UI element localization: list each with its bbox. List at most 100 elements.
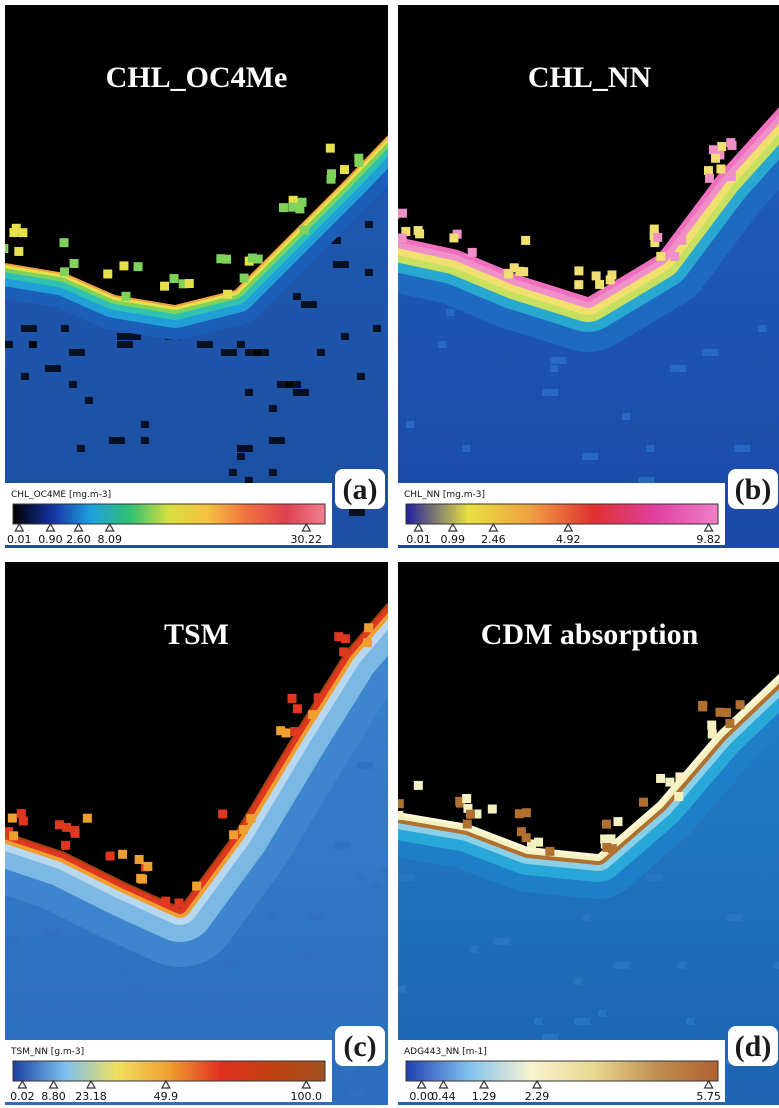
pixel [646, 445, 654, 452]
pixel [221, 349, 237, 356]
pixel [550, 365, 558, 372]
pixel [185, 279, 194, 288]
pixel [698, 701, 707, 710]
pixel [71, 829, 80, 838]
pixel [308, 710, 317, 719]
pixel [592, 271, 601, 280]
pixel [9, 228, 18, 237]
panel-letter: (a) [343, 473, 378, 506]
pixel [161, 897, 170, 906]
pixel [656, 774, 665, 783]
pixel [398, 811, 403, 820]
pixel [301, 954, 317, 961]
pixel [341, 333, 349, 340]
pixel [725, 719, 734, 728]
tick-label: 100.0 [291, 1090, 323, 1103]
pixel [716, 708, 725, 717]
pixel [726, 138, 735, 147]
pixel [170, 274, 179, 283]
pixel [293, 293, 301, 300]
pixel [414, 226, 423, 235]
pixel [341, 634, 350, 643]
pixel [357, 373, 365, 380]
tick-label: 0.00 [409, 1090, 434, 1103]
pixel [702, 349, 718, 356]
pixel [550, 357, 566, 364]
panel-title: CDM absorption [481, 618, 699, 651]
pixel [300, 225, 309, 234]
pixel [709, 145, 718, 154]
pixel [398, 874, 414, 881]
pixel [14, 247, 23, 256]
pixel [192, 882, 201, 891]
pixel [638, 477, 654, 484]
pixel [650, 225, 659, 234]
tick-label: 23.18 [75, 1090, 107, 1103]
colorbar-label: CHL_NN [mg.m-3] [404, 490, 485, 500]
tick-label: 1.29 [472, 1090, 497, 1103]
panel-letter: (b) [735, 473, 772, 506]
pixel [678, 962, 686, 969]
pixel [613, 817, 622, 826]
map-panel: CHL_NNCHL_NN [mg.m-3]0.010.992.464.929.8… [398, 5, 779, 548]
pixel [85, 397, 93, 404]
tick-label: 2.46 [481, 533, 506, 546]
pixel [125, 333, 133, 340]
pixel [117, 341, 133, 348]
pixel [245, 389, 253, 396]
pixel [349, 1090, 365, 1097]
pixel [240, 274, 249, 283]
pixel [239, 825, 248, 834]
pixel [341, 1066, 357, 1073]
pixel [522, 833, 531, 842]
pixel [582, 453, 598, 460]
pixel [534, 1018, 542, 1025]
pixel [325, 1002, 333, 1009]
pixel [340, 165, 349, 174]
pixel [364, 623, 373, 632]
pixel [639, 798, 648, 807]
map-panel: CDM absorptionADG443_NN [m-1]0.000.441.2… [398, 562, 779, 1105]
colorbar [406, 504, 718, 524]
pixel [339, 647, 348, 656]
tick-label: 5.75 [696, 1090, 721, 1103]
pixel [373, 325, 381, 332]
pixel [333, 842, 349, 849]
pixel [468, 248, 477, 257]
pixel [574, 1018, 590, 1025]
pixel [504, 269, 513, 278]
pixel [462, 794, 471, 803]
panel-title: CHL_OC4Me [106, 61, 288, 94]
pixel [117, 970, 125, 977]
tick-label: 9.82 [696, 533, 721, 546]
pixel [398, 209, 407, 218]
pixel [333, 261, 349, 268]
pixel [160, 282, 169, 291]
pixel [326, 144, 335, 153]
colorbar-label: CHL_OC4ME [mg.m-3] [11, 490, 111, 500]
pixel [758, 325, 766, 332]
pixel [665, 778, 674, 787]
panel-title: CHL_NN [528, 61, 652, 94]
pixel [290, 727, 299, 736]
tick-label: 2.60 [66, 533, 91, 546]
pixel [9, 831, 18, 840]
pixel [522, 808, 531, 817]
tick-label: 0.90 [38, 533, 63, 546]
pixel [277, 381, 293, 388]
pixel [8, 814, 17, 823]
pixel [363, 638, 372, 647]
pixel [229, 830, 238, 839]
pixel [69, 381, 77, 388]
pixel [5, 341, 13, 348]
panel-title: TSM [164, 618, 229, 651]
tick-label: 49.9 [154, 1090, 179, 1103]
pixel [602, 820, 611, 829]
pixel [736, 700, 745, 709]
pixel [117, 333, 125, 340]
colorbar-label: ADG443_NN [m-1] [404, 1047, 487, 1057]
pixel [595, 280, 604, 289]
pixel [677, 236, 686, 245]
pixel [622, 413, 630, 420]
pixel [61, 994, 69, 1001]
